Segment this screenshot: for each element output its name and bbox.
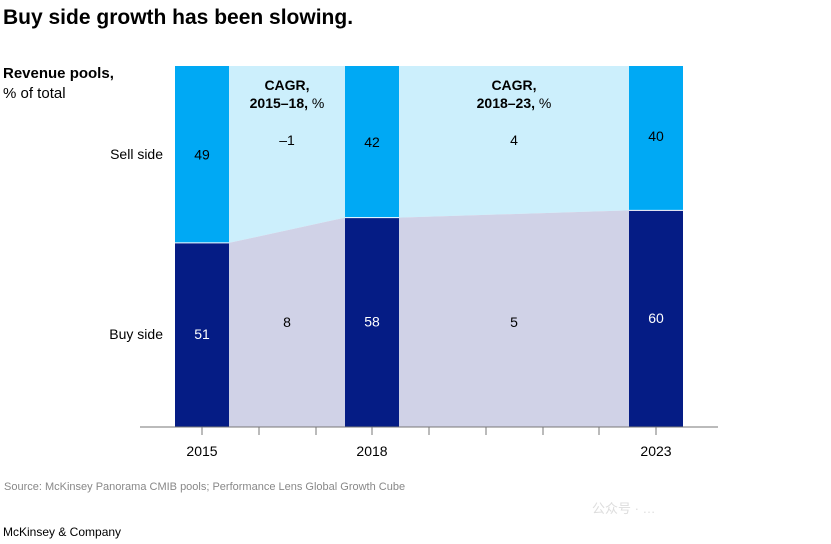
data-label-buy-2018: 58 bbox=[364, 313, 380, 329]
sell-side-band-0 bbox=[229, 66, 345, 243]
data-label-buy-2015: 51 bbox=[194, 326, 210, 342]
cagr-period-range-1: 2018–23, bbox=[477, 95, 535, 111]
bar-buy-2023 bbox=[629, 210, 683, 427]
cagr-buy-value-0: 8 bbox=[283, 314, 291, 330]
cagr-sell-value-1: 4 bbox=[510, 132, 518, 148]
bar-sell-2018 bbox=[345, 66, 399, 218]
buy-side-band-1 bbox=[399, 210, 629, 427]
chart-title: Buy side growth has been slowing. bbox=[3, 6, 354, 29]
bar-sell-2023 bbox=[629, 66, 683, 211]
cagr-period-1: 2018–23, % bbox=[477, 95, 552, 111]
cagr-period-0: 2015–18, % bbox=[250, 95, 325, 111]
bar-buy-2018 bbox=[345, 217, 399, 427]
cagr-heading-1: CAGR, bbox=[491, 77, 536, 93]
cagr-period-unit-0: % bbox=[308, 95, 324, 111]
sell-side-band-1 bbox=[399, 66, 629, 218]
cagr-period-range-0: 2015–18, bbox=[250, 95, 308, 111]
chart-subtitle: Revenue pools, % of total bbox=[3, 64, 114, 104]
cagr-period-unit-1: % bbox=[535, 95, 551, 111]
buy-side-band-0 bbox=[229, 217, 345, 427]
data-label-sell-2023: 40 bbox=[648, 128, 664, 144]
source-note: Source: McKinsey Panorama CMIB pools; Pe… bbox=[4, 481, 406, 493]
subtitle-unit: % of total bbox=[3, 85, 66, 102]
cagr-heading-0: CAGR, bbox=[264, 77, 309, 93]
bar-buy-2015 bbox=[175, 242, 229, 427]
data-label-sell-2018: 42 bbox=[364, 134, 380, 150]
subtitle-bold: Revenue pools, bbox=[3, 65, 114, 82]
company-logo: McKinsey & Company bbox=[3, 525, 122, 539]
bar-sell-2015 bbox=[175, 66, 229, 243]
watermark: 公众号 · … bbox=[592, 501, 656, 516]
data-label-sell-2015: 49 bbox=[194, 146, 210, 162]
cagr-buy-value-1: 5 bbox=[510, 314, 518, 330]
x-tick-label-2023: 2023 bbox=[640, 443, 671, 459]
legend-buy-side: Buy side bbox=[109, 326, 163, 342]
x-tick-label-2018: 2018 bbox=[356, 443, 387, 459]
data-label-buy-2023: 60 bbox=[648, 310, 664, 326]
x-tick-label-2015: 2015 bbox=[186, 443, 217, 459]
legend-sell-side: Sell side bbox=[110, 146, 163, 162]
cagr-sell-value-0: –1 bbox=[279, 132, 295, 148]
